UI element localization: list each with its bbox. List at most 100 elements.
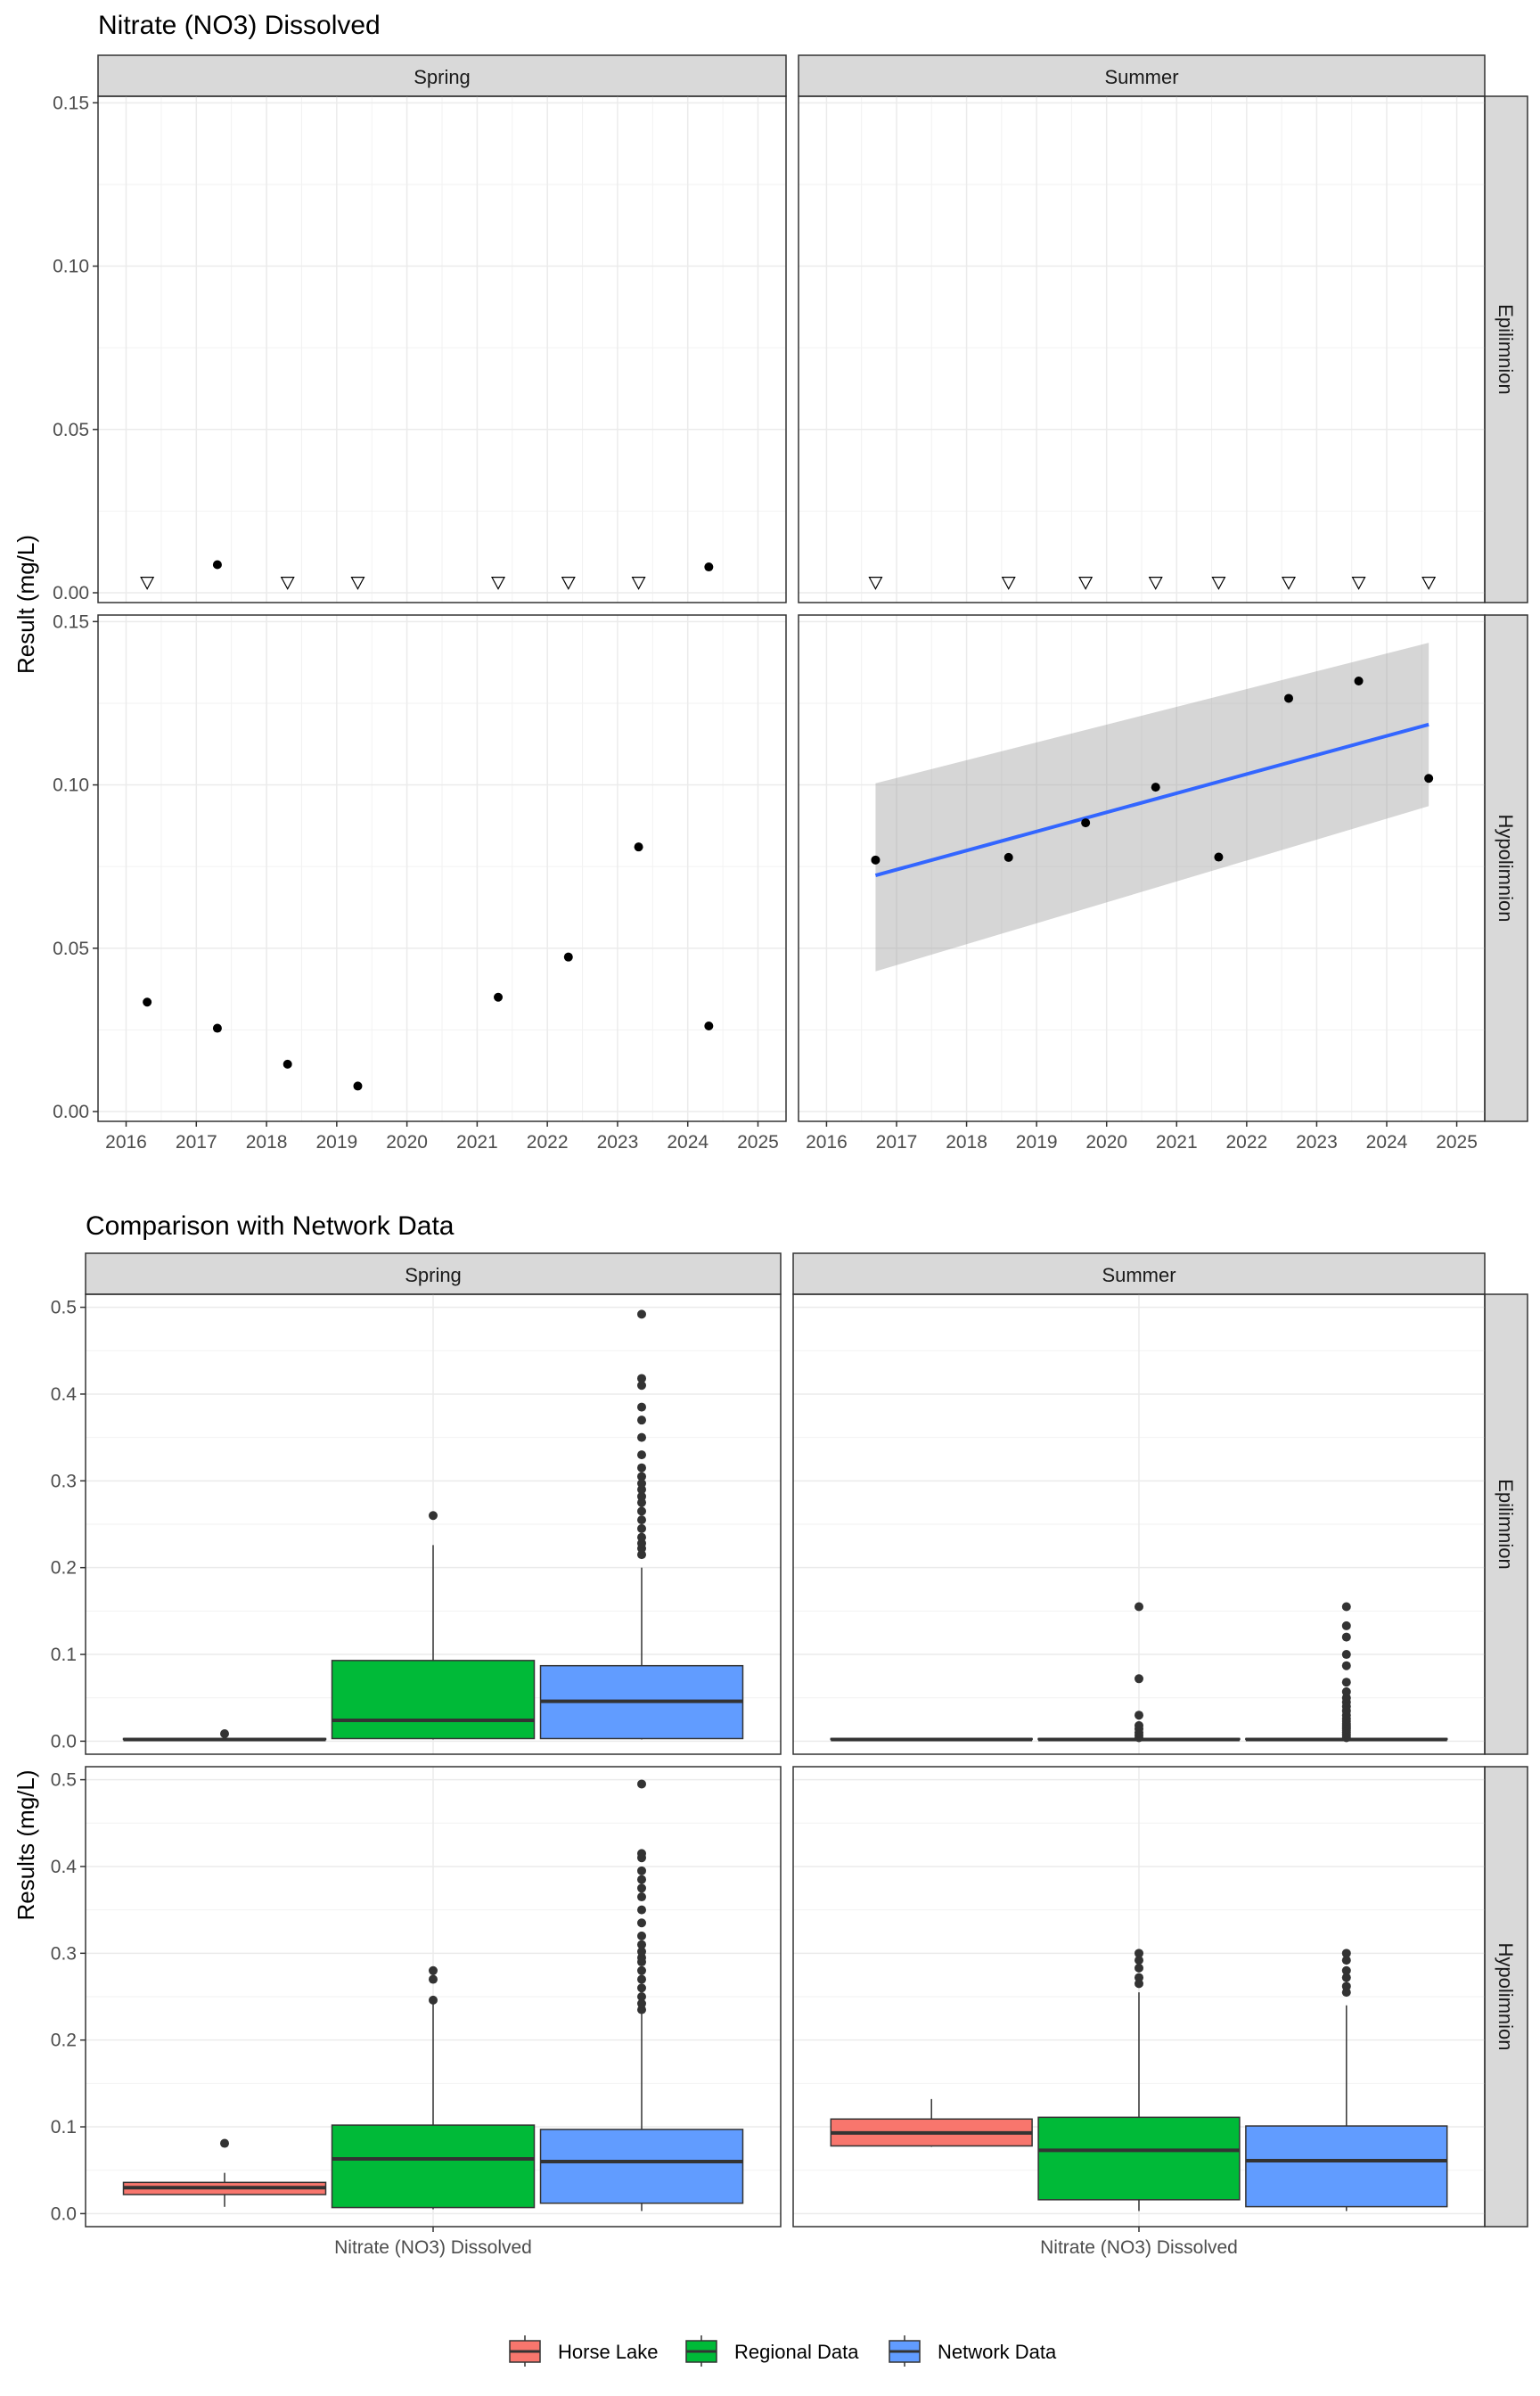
chart1-data-point <box>494 992 504 1002</box>
chart1-data-point <box>212 560 222 570</box>
chart1-below-detection-point <box>1351 577 1366 590</box>
chart2-column-strip <box>85 1252 782 1295</box>
chart2-outlier-point <box>637 1463 646 1473</box>
chart2-y-tick-label: 0.5 <box>51 1298 77 1318</box>
chart1-below-detection-point <box>1281 577 1297 590</box>
chart2-outlier-point <box>637 1849 646 1859</box>
chart2-outlier-point <box>1341 1973 1351 1982</box>
chart1-x-tick-label: 2023 <box>597 1132 639 1153</box>
chart1-column-strip-label: Summer <box>1104 66 1178 88</box>
chart2-outlier-point <box>637 1905 646 1915</box>
chart2-y-tick-label: 0.1 <box>51 2117 77 2138</box>
legend: Horse Lake Regional Data Network Data <box>509 2335 1057 2367</box>
legend-item-label: Network Data <box>938 2341 1057 2363</box>
chart2-outlier-point <box>1341 1949 1351 1958</box>
chart1-data-point <box>634 842 643 852</box>
chart1-data-point <box>212 1023 222 1033</box>
chart1-x-tick-label: 2018 <box>946 1132 987 1153</box>
legend-item-label: Horse Lake <box>558 2341 659 2363</box>
chart1-x-tick-label: 2017 <box>176 1132 217 1153</box>
chart1-data-point <box>353 1081 363 1091</box>
chart2-outlier-point <box>1341 1632 1351 1642</box>
chart1-x-tick-label: 2024 <box>1366 1132 1408 1153</box>
chart2-outlier-point <box>1341 1650 1351 1660</box>
chart1-trend-ci-band <box>875 643 1429 972</box>
chart1-below-detection-point <box>1001 577 1016 590</box>
chart2-outlier-point <box>1341 1956 1351 1965</box>
chart2-outlier-point <box>637 1381 646 1391</box>
chart2-panel-border <box>792 1293 1486 1755</box>
chart2-outlier-point <box>637 1402 646 1412</box>
chart1-below-detection-point <box>1421 577 1437 590</box>
chart1-data-point <box>1081 818 1091 828</box>
chart1-below-detection-point <box>140 577 155 590</box>
chart2-outlier-point <box>637 1532 646 1542</box>
chart1-panel-border <box>97 95 787 603</box>
chart1-data-point <box>1003 852 1013 862</box>
chart2-outlier-point <box>637 1875 646 1884</box>
chart2-outlier-point <box>1341 1686 1351 1696</box>
chart2-outlier-point <box>637 1374 646 1383</box>
chart2-box <box>539 2129 744 2204</box>
chart1-row-strip-label: Epilimnion <box>1495 304 1517 395</box>
chart1-data-point <box>704 562 714 572</box>
chart2-panels: Spring SummerEpilimnionHypolimnion0.00.10… <box>51 1252 1528 2258</box>
chart1-x-tick-label: 2017 <box>876 1132 918 1153</box>
chart1-x-tick-label: 2016 <box>105 1132 147 1153</box>
chart1-below-detection-point <box>491 577 506 590</box>
chart1-x-tick-label: 2020 <box>1085 1132 1127 1153</box>
chart2-outlier-point <box>637 1931 646 1941</box>
chart2-y-tick-label: 0.2 <box>51 2031 77 2051</box>
chart1-row-strip <box>1484 614 1528 1122</box>
chart1-data-point <box>1284 693 1293 703</box>
chart2-outlier-point <box>637 1779 646 1789</box>
chart1-data-point <box>143 997 152 1007</box>
chart2-panel <box>792 1293 1486 1755</box>
chart2-outlier-point <box>637 1450 646 1460</box>
chart1-data-point <box>1424 774 1434 784</box>
chart2-panel: 0.0 0.1 0.2 0.3 0.4 0.5 <box>51 1293 782 1755</box>
chart2-outlier-point <box>637 1974 646 1984</box>
chart1-x-tick-label: 2023 <box>1296 1132 1338 1153</box>
chart2-y-tick-label: 0.1 <box>51 1645 77 1665</box>
chart2-outlier-point <box>429 1974 438 1984</box>
chart1-x-tick-label: 2022 <box>527 1132 569 1153</box>
chart1-x-tick-label: 2022 <box>1225 1132 1267 1153</box>
legend-item-label: Regional Data <box>734 2341 859 2363</box>
chart1-x-tick-label: 2024 <box>667 1132 709 1153</box>
chart2-y-tick-label: 0.0 <box>51 1731 77 1752</box>
chart1-below-detection-point <box>350 577 365 590</box>
chart2-y-tick-label: 0.5 <box>51 1770 77 1791</box>
chart1-y-tick-label: 0.05 <box>53 420 89 440</box>
chart1-trend-line <box>874 722 1429 877</box>
chart1-x-tick-label: 2020 <box>386 1132 428 1153</box>
chart2-outlier-point <box>637 1415 646 1425</box>
chart2-box <box>1037 2116 1241 2201</box>
chart2-outlier-point <box>1135 1720 1143 1730</box>
chart2-y-tick-label: 0.4 <box>51 1384 78 1405</box>
chart2-outlier-point <box>429 1965 438 1975</box>
chart2-outlier-point <box>220 2138 229 2148</box>
chart2-outlier-point <box>637 1309 646 1319</box>
chart1-data-point <box>704 1021 714 1030</box>
chart1-panel: 0.00 0.05 0.10 0.15 <box>53 93 787 603</box>
chart1-row-strip-label: Hypolimnion <box>1495 814 1517 922</box>
chart2-outlier-point <box>637 1523 646 1533</box>
chart2-outlier-point <box>637 1506 646 1516</box>
chart2-outlier-point <box>1135 1711 1143 1720</box>
chart1-panel: 2016 2017 2018 2019 2020 2021 2022 2023 2024 2025 <box>798 614 1486 1153</box>
chart2-y-tick-label: 0.3 <box>51 1943 77 1964</box>
chart1-x-tick-label: 2019 <box>315 1132 357 1153</box>
chart2-outlier-point <box>637 1479 646 1489</box>
chart1-x-tick-label: 2019 <box>1016 1132 1058 1153</box>
chart2-outlier-point <box>1135 1956 1143 1965</box>
chart2-outlier-point <box>1341 1678 1351 1687</box>
chart2-title: Comparison with Network Data <box>86 1211 455 1241</box>
chart1-row-strip <box>1484 95 1528 603</box>
chart1-y-tick-label: 0.05 <box>53 939 89 959</box>
chart1-y-tick-label: 0.15 <box>53 93 89 113</box>
chart1-title: Nitrate (NO3) Dissolved <box>98 11 381 40</box>
chart1-x-tick-label: 2018 <box>246 1132 288 1153</box>
chart1-panels: Spring SummerEpilimnionHypolimnion0.000.0… <box>53 54 1528 1153</box>
